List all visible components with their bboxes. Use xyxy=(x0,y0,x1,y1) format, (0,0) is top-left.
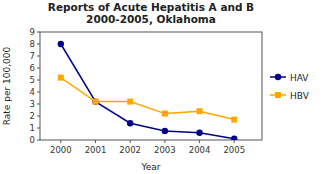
series-line xyxy=(61,78,234,120)
y-tick-label: 5 xyxy=(30,75,35,85)
x-tick xyxy=(130,140,131,143)
data-point xyxy=(231,117,237,123)
x-tick xyxy=(234,140,235,143)
legend-label: HAV xyxy=(290,73,309,83)
x-tick-label: 2005 xyxy=(223,145,245,155)
x-tick-label: 2003 xyxy=(154,145,176,155)
data-point xyxy=(92,98,98,104)
y-tick-label: 7 xyxy=(30,51,35,61)
y-tick xyxy=(37,80,40,81)
y-tick-label: 6 xyxy=(30,63,35,73)
y-tick xyxy=(37,92,40,93)
y-tick-label: 3 xyxy=(30,99,35,109)
y-tick xyxy=(37,56,40,57)
legend-label: HBV xyxy=(290,91,310,101)
x-tick-label: 2004 xyxy=(189,145,211,155)
y-tick-label: 2 xyxy=(30,111,35,121)
data-point xyxy=(58,75,64,81)
y-tick-label: 1 xyxy=(30,123,35,133)
plot-frame xyxy=(40,32,262,140)
data-point xyxy=(197,108,203,114)
data-point xyxy=(93,99,99,105)
y-tick-label: 0 xyxy=(30,135,35,145)
y-tick-label: 4 xyxy=(30,87,35,97)
x-tick xyxy=(60,140,61,143)
title: Reports of Acute Hepatitis A and B xyxy=(48,1,254,13)
y-tick xyxy=(37,140,40,141)
chart: Reports of Acute Hepatitis A and B2000-2… xyxy=(0,0,323,174)
y-tick xyxy=(37,68,40,69)
data-point xyxy=(231,136,237,140)
y-tick xyxy=(37,32,40,33)
y-tick-label: 8 xyxy=(30,39,35,49)
x-tick-label: 2000 xyxy=(50,145,72,155)
y-tick xyxy=(37,128,40,129)
x-tick xyxy=(164,140,165,143)
data-point xyxy=(162,128,168,134)
y-axis-label: Rate per 100,000 xyxy=(2,46,12,125)
x-tick-label: 2001 xyxy=(85,145,107,155)
data-point xyxy=(196,130,202,136)
data-group xyxy=(58,41,238,140)
x-tick xyxy=(199,140,200,143)
y-tick-label: 9 xyxy=(30,27,35,37)
y-tick xyxy=(37,104,40,105)
x-tick xyxy=(95,140,96,143)
y-tick xyxy=(37,44,40,45)
title: 2000-2005, Oklahoma xyxy=(86,13,216,25)
legend-marker xyxy=(275,74,281,80)
y-tick xyxy=(37,116,40,117)
x-tick-label: 2002 xyxy=(119,145,141,155)
legend-marker xyxy=(275,92,281,98)
data-point xyxy=(58,41,64,47)
data-point xyxy=(127,120,133,126)
series-line xyxy=(61,44,234,139)
data-point xyxy=(162,111,168,117)
data-point xyxy=(127,99,133,105)
x-axis-label: Year xyxy=(140,162,160,172)
